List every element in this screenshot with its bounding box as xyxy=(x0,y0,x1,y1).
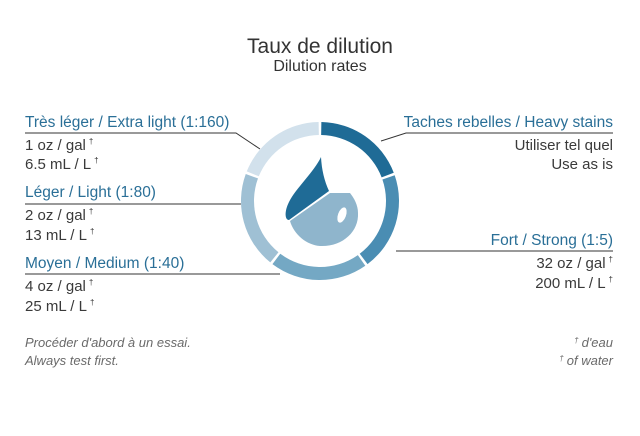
label-medium: Moyen / Medium (1:40) xyxy=(25,255,185,272)
value-medium-ml: 25 mL / L † xyxy=(25,298,95,315)
label-extra-light: Très léger / Extra light (1:160) xyxy=(25,114,230,131)
note-test-en: Always test first. xyxy=(25,353,119,368)
water-drop-icon xyxy=(285,157,359,247)
note-water-en: † of water xyxy=(559,353,613,368)
value-light-oz: 2 oz / gal † xyxy=(25,207,94,224)
value-light-ml: 13 mL / L † xyxy=(25,227,95,244)
value-heavy-fr: Utiliser tel quel xyxy=(514,137,613,154)
ring-segment-light xyxy=(241,173,279,263)
label-strong: Fort / Strong (1:5) xyxy=(490,232,613,249)
leader-line-extra-light xyxy=(25,132,261,150)
ring-segment-strong xyxy=(359,175,399,265)
ring-segment-extra-light xyxy=(246,122,319,177)
leader-line-heavy xyxy=(380,132,613,142)
label-heavy-stains: Taches rebelles / Heavy stains xyxy=(403,114,613,131)
label-light: Léger / Light (1:80) xyxy=(25,184,156,201)
ring-segment-medium xyxy=(272,253,366,280)
value-strong-ml: 200 mL / L † xyxy=(535,275,613,292)
value-medium-oz: 4 oz / gal † xyxy=(25,278,94,295)
value-strong-oz: 32 oz / gal † xyxy=(536,255,613,272)
value-extra-light-ml: 6.5 mL / L † xyxy=(25,156,99,173)
note-water-fr: † d'eau xyxy=(574,335,613,350)
value-heavy-en: Use as is xyxy=(551,156,613,173)
page-subtitle: Dilution rates xyxy=(273,58,367,75)
note-test-fr: Procéder d'abord à un essai. xyxy=(25,335,191,350)
value-extra-light-oz: 1 oz / gal † xyxy=(25,137,94,154)
ring-segment-heavy xyxy=(321,122,394,178)
page-title: Taux de dilution xyxy=(247,35,393,58)
